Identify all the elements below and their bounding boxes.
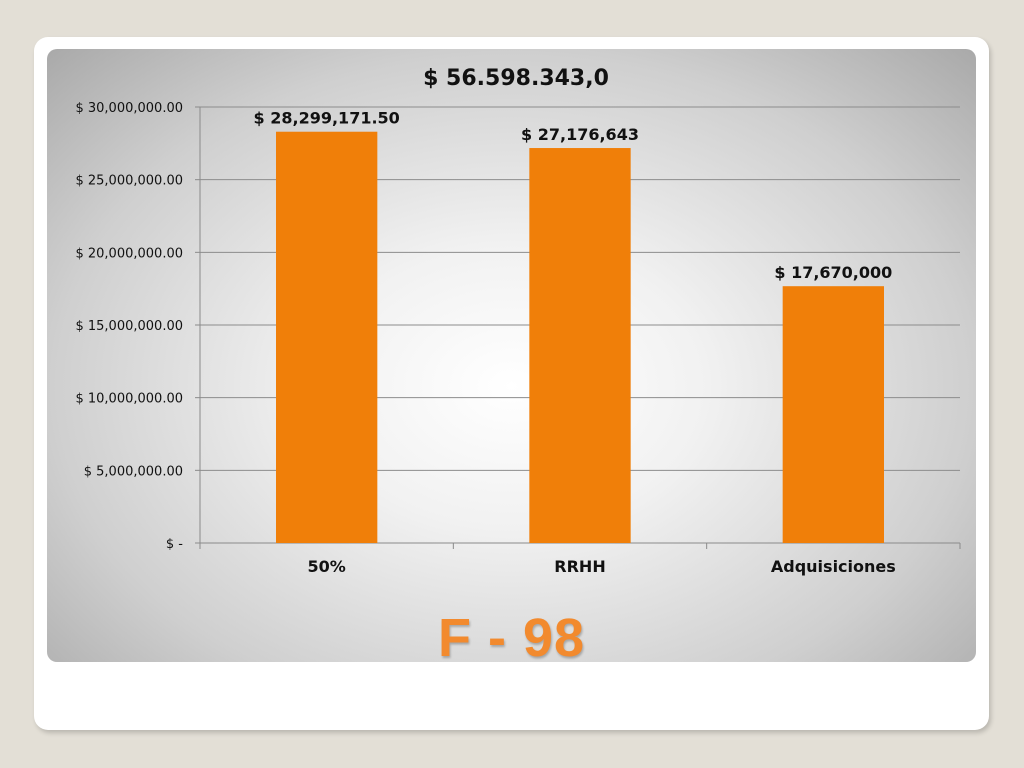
y-tick-label: $ 15,000,000.00	[75, 319, 183, 334]
bar-data-label: $ 28,299,171.50	[254, 109, 400, 128]
bar-data-label: $ 27,176,643	[521, 125, 639, 144]
category-label: RRHH	[554, 557, 605, 576]
y-tick-label: $ 5,000,000.00	[84, 464, 183, 479]
bar-data-label: $ 17,670,000	[774, 263, 892, 282]
bar	[276, 131, 378, 544]
category-label: Adquisiciones	[771, 557, 896, 576]
bar-chart: $ 56.598.343,0 $ - $ 5,000,000.00 $ 10,000…	[75, 66, 961, 576]
chart-title: $ 56.598.343,0	[423, 66, 609, 91]
y-tick-label: $ -	[166, 537, 183, 552]
y-tick-label: $ 20,000,000.00	[75, 246, 183, 261]
bar	[529, 148, 631, 544]
slide: $ 56.598.343,0 $ - $ 5,000,000.00 $ 10,000…	[34, 37, 989, 730]
category-label: 50%	[308, 557, 346, 576]
chart-area: $ 56.598.343,0 $ - $ 5,000,000.00 $ 10,000…	[47, 49, 976, 662]
y-tick-label: $ 30,000,000.00	[75, 101, 183, 116]
y-tick-label: $ 25,000,000.00	[75, 174, 183, 189]
y-tick-label: $ 10,000,000.00	[75, 392, 183, 407]
slide-title: F - 98	[437, 608, 586, 662]
bar	[782, 286, 884, 543]
